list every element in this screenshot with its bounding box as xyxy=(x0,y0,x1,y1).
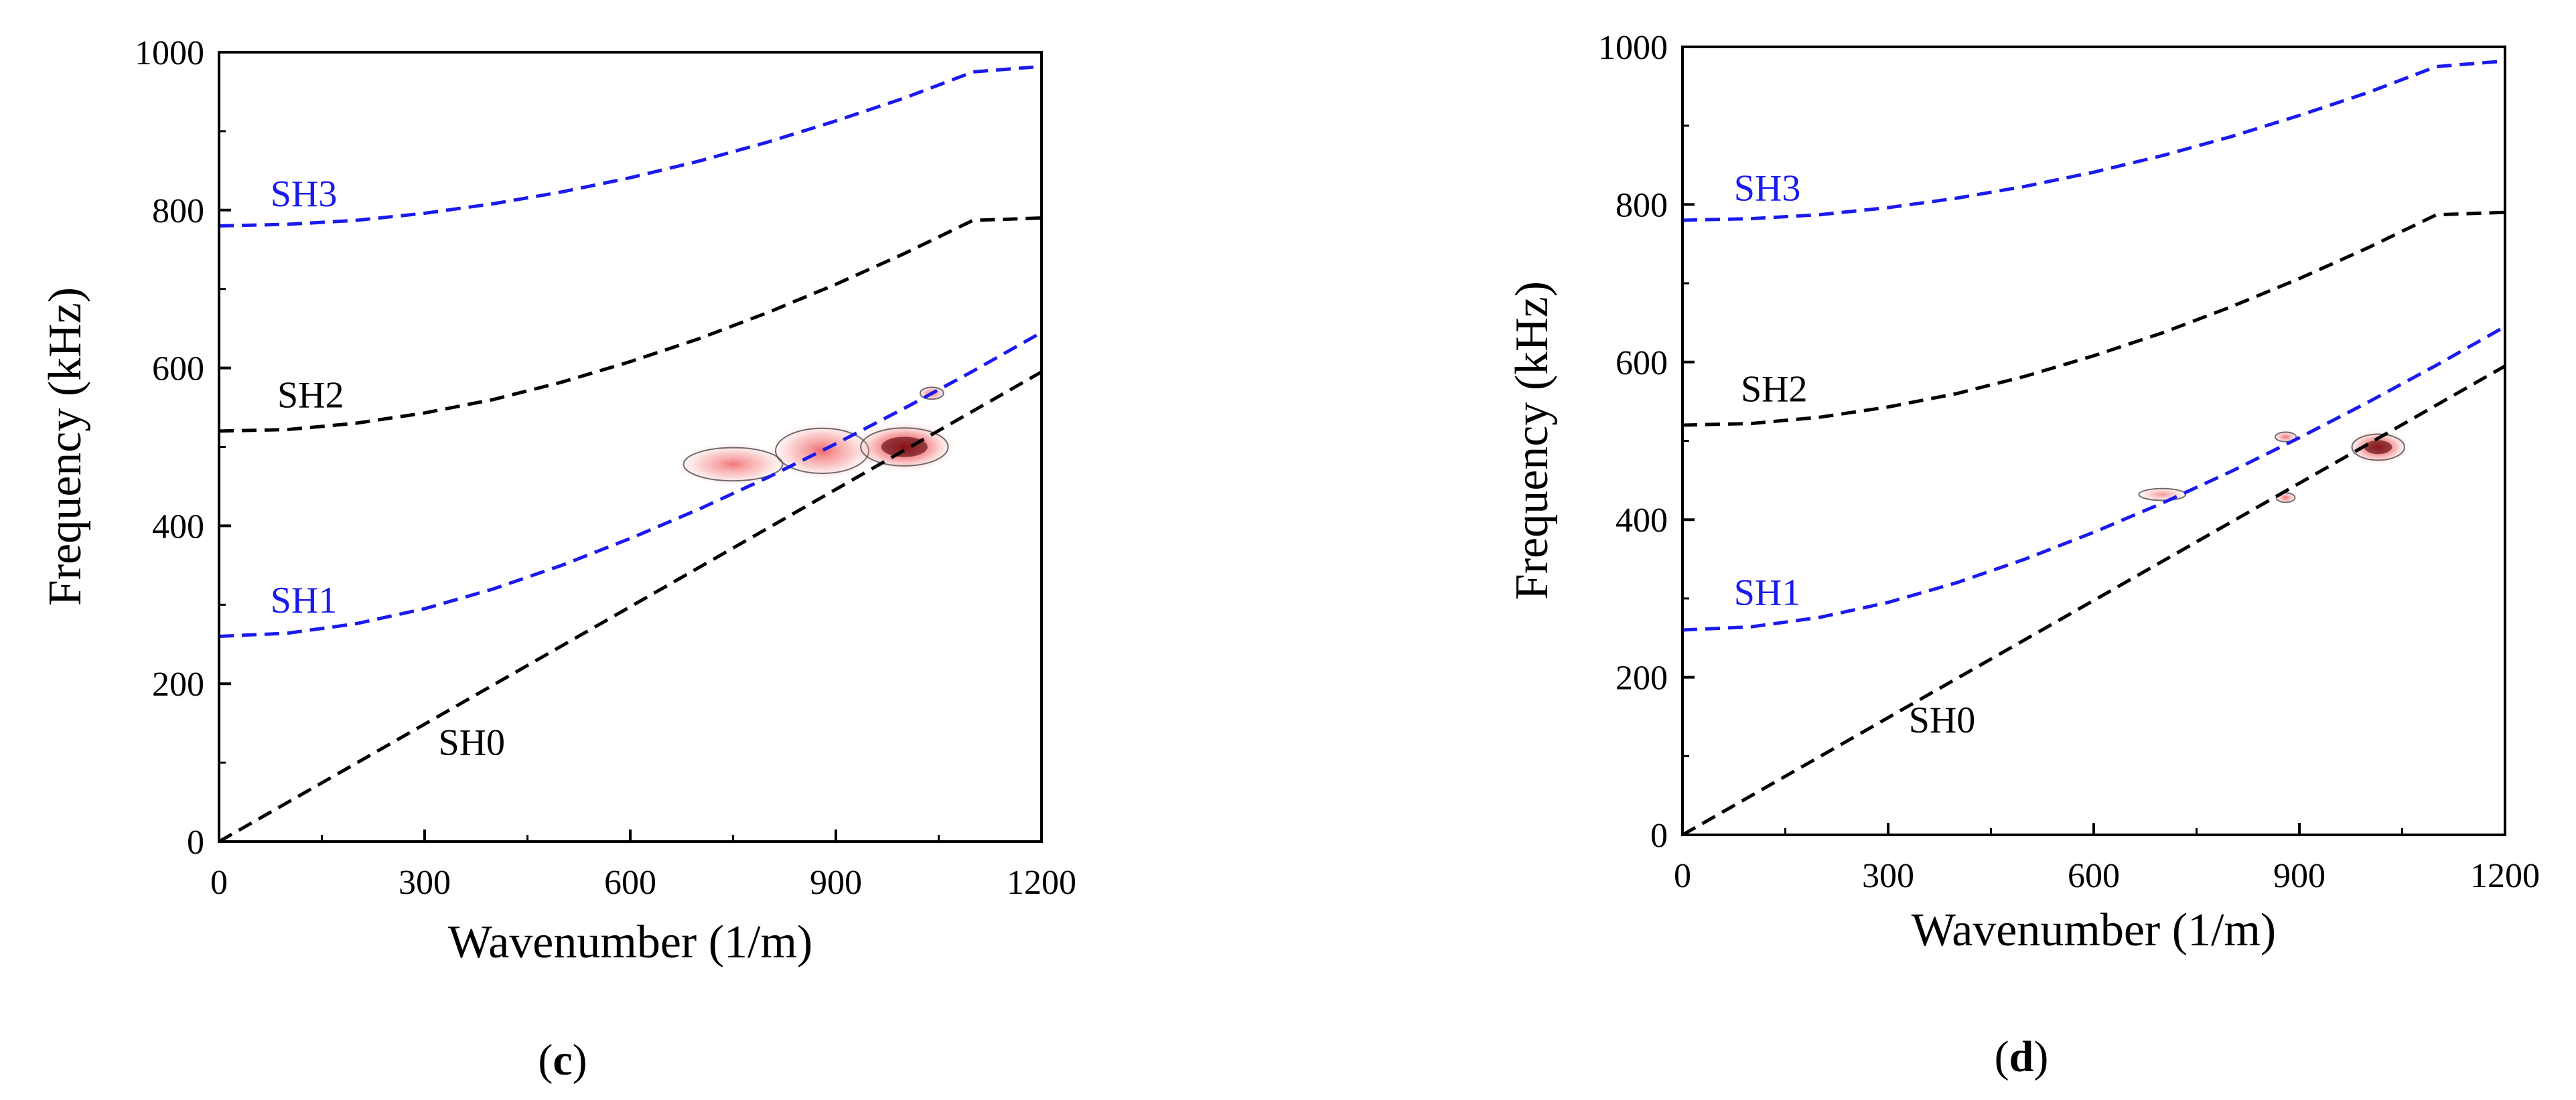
panel-c-curve-sh1 xyxy=(218,331,1043,638)
panel-c-ytick-label-5: 1000 xyxy=(135,34,204,72)
panel-c-ytick-label-0: 0 xyxy=(187,823,204,862)
panel-d-panel-label: (d) xyxy=(1995,1032,2049,1081)
panel-c-curve-sh0 xyxy=(218,370,1043,844)
panel-d-energy-contour-1 xyxy=(2274,431,2297,443)
panel-d-xtick-label-2: 600 xyxy=(2068,857,2120,895)
panel-d-xtick-label-0: 0 xyxy=(1674,857,1691,895)
panel-c-curve-sh3 xyxy=(218,64,1042,228)
panel-c-energy-blob-0 xyxy=(674,442,792,487)
panel-d-ytick-label-5: 1000 xyxy=(1598,29,1668,67)
panel-d-ytick-label-2: 400 xyxy=(1616,501,1668,540)
panel-d: SH0 SH1 SH2 SH3 0 300 600 900 1200 0 200 400 600 800 1… xyxy=(1506,29,2540,1081)
panel-c-ytick-label-2: 400 xyxy=(152,507,204,546)
panel-d-energy-core-0 xyxy=(2364,440,2392,455)
panel-c-xtick-label-2: 600 xyxy=(604,864,656,902)
panel-c-label-sh0: SH0 xyxy=(438,722,505,763)
panel-c-energy-contour-3 xyxy=(919,386,944,400)
panel-d-ytick-label-4: 800 xyxy=(1616,186,1668,224)
panel-d-curve-sh0 xyxy=(1681,364,2506,837)
panel-c-xtick-label-4: 1200 xyxy=(1007,864,1076,902)
panel-c-label-sh1: SH1 xyxy=(271,580,338,621)
panel-c-panel-label: (c) xyxy=(538,1036,587,1085)
panel-c-y-axis-title: Frequency (kHz) xyxy=(40,287,91,606)
panel-c-curve-sh2 xyxy=(218,216,1042,433)
panel-d-curve-sh3 xyxy=(1682,59,2506,222)
panel-d-label-sh0: SH0 xyxy=(1909,700,1976,741)
panel-d-label-sh1: SH1 xyxy=(1734,572,1801,613)
panel-c-ytick-label-3: 600 xyxy=(152,350,204,388)
panel-d-energy-contour-3 xyxy=(2138,487,2187,501)
panel-d-curve-sh2 xyxy=(1682,210,2506,427)
panel-d-ytick-label-0: 0 xyxy=(1650,817,1668,855)
panel-c: SH0 SH1 SH2 SH3 0 300 600 900 1200 0 200 400 600 800 1… xyxy=(40,34,1076,1085)
panel-c-energy-contour-2 xyxy=(860,427,949,467)
panel-d-xtick-label-4: 1200 xyxy=(2470,857,2540,895)
panel-d-y-axis-title: Frequency (kHz) xyxy=(1506,281,1558,600)
panel-c-label-sh2: SH2 xyxy=(277,375,344,416)
panel-c-xtick-label-3: 900 xyxy=(810,864,862,902)
panel-d-xtick-label-3: 900 xyxy=(2273,857,2325,895)
panel-d-label-sh2: SH2 xyxy=(1741,369,1808,410)
panel-c-xtick-label-0: 0 xyxy=(210,864,228,902)
panel-c-label-sh3: SH3 xyxy=(271,173,338,215)
panel-d-ytick-label-3: 600 xyxy=(1616,344,1668,382)
panel-c-xtick-label-1: 300 xyxy=(399,864,451,902)
panel-d-curve-sh1 xyxy=(1682,325,2506,632)
panel-c-x-axis-title: Wavenumber (1/m) xyxy=(448,917,812,968)
panel-d-ytick-label-1: 200 xyxy=(1616,659,1668,698)
panel-c-ytick-label-1: 200 xyxy=(152,665,204,704)
panel-d-label-sh3: SH3 xyxy=(1734,168,1801,210)
panel-d-energy-contour-0 xyxy=(2351,433,2405,461)
panel-c-ytick-label-4: 800 xyxy=(152,192,204,230)
panel-d-x-axis-title: Wavenumber (1/m) xyxy=(1912,905,2276,956)
panel-d-xtick-label-1: 300 xyxy=(1862,857,1914,895)
